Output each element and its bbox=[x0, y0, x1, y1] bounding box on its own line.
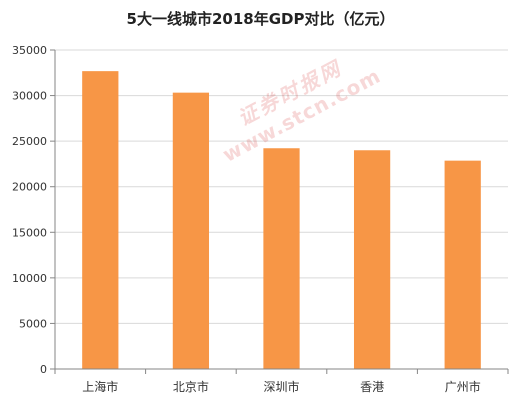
y-tick-label: 5000 bbox=[19, 317, 47, 330]
y-tick-label: 0 bbox=[40, 363, 47, 376]
y-tick-label: 15000 bbox=[12, 226, 47, 239]
bar bbox=[82, 71, 119, 369]
x-tick-label: 香港 bbox=[360, 380, 384, 394]
chart-title: 5大一线城市2018年GDP对比（亿元） bbox=[126, 10, 395, 28]
y-tick-label: 20000 bbox=[12, 181, 47, 194]
axes bbox=[50, 49, 509, 374]
y-tick-label: 35000 bbox=[12, 44, 47, 57]
x-tick-label: 北京市 bbox=[173, 379, 209, 394]
bar bbox=[353, 150, 391, 369]
tick-labels: 0 5000 10000 15000 20000 25000 30000 35000 上海市 北京… bbox=[12, 44, 481, 394]
x-tick-label: 上海市 bbox=[82, 379, 118, 394]
bars bbox=[82, 71, 481, 370]
y-tick-label: 25000 bbox=[12, 135, 47, 148]
y-tick-label: 10000 bbox=[12, 272, 47, 285]
y-tick-label: 30000 bbox=[12, 90, 47, 103]
bar bbox=[263, 148, 300, 369]
bar bbox=[444, 160, 481, 369]
bar bbox=[172, 92, 210, 370]
x-tick-label: 广州市 bbox=[445, 379, 481, 394]
x-tick-label: 深圳市 bbox=[263, 379, 299, 394]
